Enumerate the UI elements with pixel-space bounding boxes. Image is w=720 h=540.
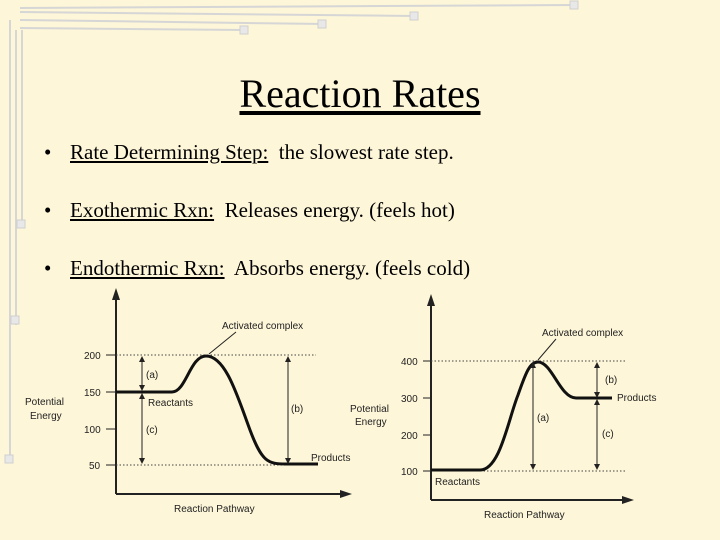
label-a: (a) <box>537 413 549 424</box>
x-axis-label: Reaction Pathway <box>484 510 565 521</box>
label-b: (b) <box>291 404 303 415</box>
arrowhead <box>530 464 536 470</box>
tick-label: 150 <box>84 388 101 399</box>
bullet-definition: Releases energy. (feels hot) <box>224 198 455 222</box>
tick-label: 100 <box>401 467 418 478</box>
y-axis-label-line1: Potential <box>350 404 389 415</box>
arrowhead <box>530 362 536 368</box>
products-label: Products <box>617 393 656 404</box>
bullet-term: Exothermic Rxn: <box>70 198 215 222</box>
activated-complex-pointer <box>208 331 237 355</box>
arrowhead <box>285 356 291 362</box>
activated-complex-label: Activated complex <box>222 321 303 332</box>
y-axis-arrow <box>427 294 435 306</box>
y-axis-arrow <box>112 288 120 300</box>
arrowhead <box>594 392 600 398</box>
activated-complex-pointer <box>537 338 557 361</box>
x-axis-arrow <box>340 490 352 498</box>
tick-label: 400 <box>401 357 418 368</box>
bullet-definition: the slowest rate step. <box>278 140 454 164</box>
arrowhead <box>285 458 291 464</box>
y-axis-label-line2: Energy <box>30 411 62 422</box>
bullet-exothermic: • Exothermic Rxn: Releases energy. (feels… <box>44 198 455 222</box>
x-axis-label: Reaction Pathway <box>174 504 255 515</box>
energy-curve <box>431 360 612 472</box>
label-c: (c) <box>602 429 614 440</box>
bullet-term: Rate Determining Step: <box>70 140 269 164</box>
tick-label: 200 <box>84 351 101 362</box>
tick-label: 200 <box>401 431 418 442</box>
arrowhead <box>139 458 145 464</box>
tick-label: 50 <box>89 461 101 472</box>
products-label: Products <box>311 453 350 464</box>
arrowhead <box>139 385 145 391</box>
tick-label: 100 <box>84 425 101 436</box>
bullet-endothermic: • Endothermic Rxn: Absorbs energy. (feels… <box>44 256 471 280</box>
y-axis-label-line1: Potential <box>25 397 64 408</box>
label-a: (a) <box>146 370 158 381</box>
activated-complex-label: Activated complex <box>542 328 623 339</box>
reactants-label: Reactants <box>435 477 480 488</box>
arrowhead <box>139 356 145 362</box>
arrowhead <box>594 362 600 368</box>
arrowhead <box>139 393 145 399</box>
bullet-rate-determining-step: • Rate Determining Step: the slowest rate… <box>44 140 454 164</box>
x-axis-arrow <box>622 496 634 504</box>
label-c: (c) <box>146 425 158 436</box>
label-b: (b) <box>605 375 617 386</box>
y-axis-label-line2: Energy <box>355 417 387 428</box>
bullet-term: Endothermic Rxn: <box>70 256 225 280</box>
bullet-definition: Absorbs energy. (feels cold) <box>233 256 471 280</box>
tick-label: 300 <box>401 394 418 405</box>
arrowhead <box>594 464 600 470</box>
reactants-label: Reactants <box>148 398 193 409</box>
arrowhead <box>594 399 600 405</box>
energy-curve <box>116 354 318 466</box>
slide-title: Reaction Rates <box>239 71 481 116</box>
